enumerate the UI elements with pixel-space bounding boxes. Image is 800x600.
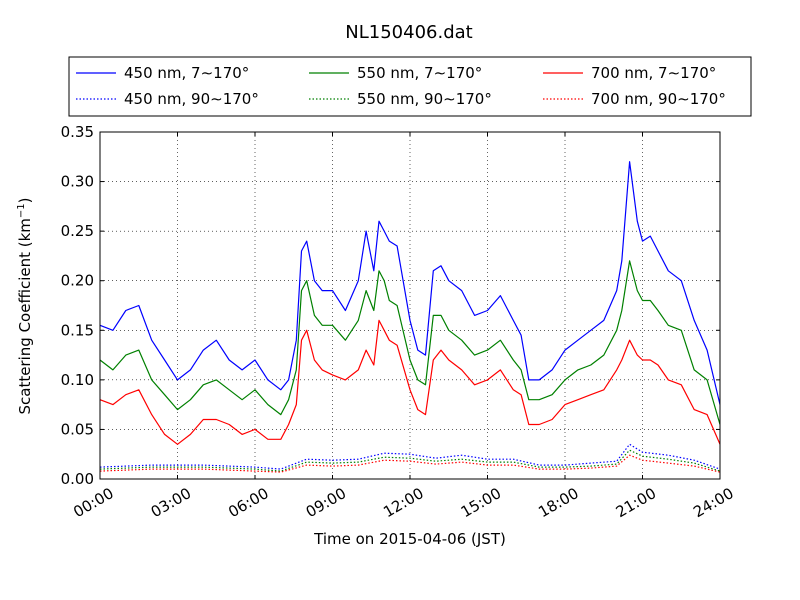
legend-label: 550 nm, 7∼170°	[357, 64, 482, 82]
x-tick-label: 15:00	[458, 484, 504, 521]
x-tick-label: 21:00	[613, 484, 659, 521]
grid	[99, 131, 721, 480]
x-tick-label: 00:00	[70, 484, 116, 521]
y-tick-label: 0.10	[61, 371, 94, 389]
axis-ticks: 00:00 03:00 06:00 09:00 12:00 15:00 18:00 21:00…	[61, 123, 737, 521]
x-tick-label: 03:00	[148, 484, 194, 521]
legend-label: 700 nm, 7∼170°	[591, 64, 716, 82]
x-tick-label: 09:00	[303, 484, 349, 521]
legend: 450 nm, 7∼170° 450 nm, 90∼170° 550 nm, 7∼1…	[68, 56, 752, 117]
legend-box	[68, 56, 752, 117]
y-tick-label: 0.30	[61, 173, 94, 191]
x-tick-label: 06:00	[225, 484, 271, 521]
y-axis-label: Scattering Coefficient (km−1)	[16, 197, 34, 414]
series-line	[99, 319, 721, 445]
chart-title: NL150406.dat	[345, 22, 472, 43]
x-axis-label: Time on 2015-04-06 (JST)	[313, 530, 506, 548]
series-line	[99, 161, 721, 405]
legend-label: 550 nm, 90∼170°	[357, 90, 492, 108]
y-tick-label: 0.20	[61, 272, 94, 290]
x-tick-label: 12:00	[380, 484, 426, 521]
y-tick-label: 0.15	[61, 321, 94, 339]
legend-label: 450 nm, 7∼170°	[124, 64, 249, 82]
y-tick-label: 0.00	[61, 470, 94, 488]
series-line	[99, 443, 721, 470]
y-tick-label: 0.25	[61, 222, 94, 240]
x-tick-label: 24:00	[690, 484, 736, 521]
series-line	[99, 449, 721, 472]
series-line	[99, 260, 721, 425]
series-line	[99, 454, 721, 473]
legend-label: 700 nm, 90∼170°	[591, 90, 726, 108]
plot-lines	[99, 161, 721, 473]
x-tick-label: 18:00	[535, 484, 581, 521]
y-tick-label: 0.35	[61, 123, 94, 141]
y-tick-label: 0.05	[61, 420, 94, 438]
legend-label: 450 nm, 90∼170°	[124, 90, 259, 108]
